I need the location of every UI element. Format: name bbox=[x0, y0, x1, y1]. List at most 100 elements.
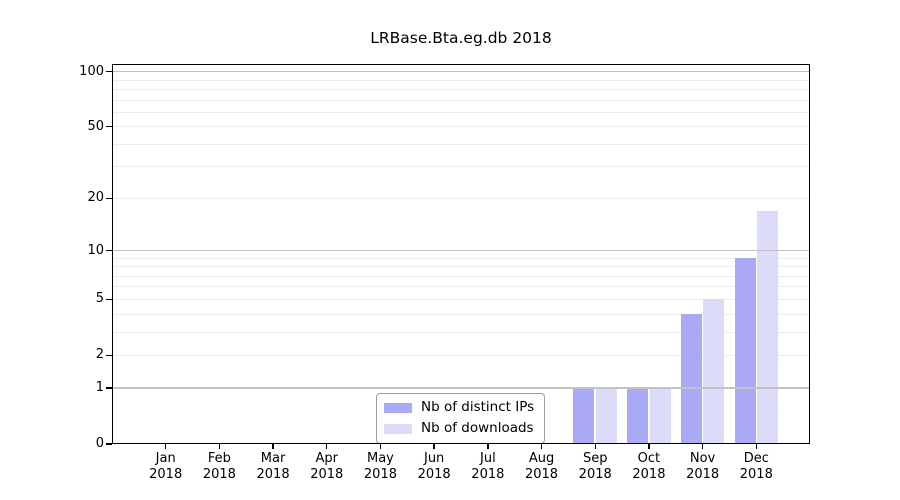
gridline-minor bbox=[112, 126, 810, 128]
gridline-minor bbox=[112, 298, 810, 300]
x-tick-mark bbox=[272, 444, 274, 449]
x-tick-label-mar: Mar 2018 bbox=[245, 451, 301, 483]
gridline-minor bbox=[112, 197, 810, 199]
x-tick-label-jun: Jun 2018 bbox=[406, 451, 462, 483]
x-tick-year: 2018 bbox=[149, 467, 183, 482]
x-tick-label-sep: Sep 2018 bbox=[567, 451, 623, 483]
x-tick-mark bbox=[594, 444, 596, 449]
legend-swatch-distinct-ips bbox=[384, 402, 412, 413]
gridline-minor bbox=[112, 99, 810, 101]
x-tick-mark bbox=[379, 444, 382, 449]
x-tick-month: Apr bbox=[315, 451, 339, 466]
y-tick-label: 1 bbox=[95, 380, 104, 396]
legend-swatch-downloads bbox=[384, 423, 412, 434]
x-tick-month: Sep bbox=[582, 451, 608, 466]
gridline-minor bbox=[112, 143, 810, 145]
gridline-minor bbox=[112, 313, 810, 315]
x-tick-month: Aug bbox=[528, 451, 555, 466]
legend-label-downloads: Nb of downloads bbox=[421, 420, 534, 436]
x-tick-label-may: May 2018 bbox=[352, 451, 408, 483]
x-tick-year: 2018 bbox=[471, 467, 505, 482]
y-tick-mark bbox=[106, 354, 112, 357]
y-tick-mark bbox=[106, 126, 112, 128]
gridline-minor bbox=[112, 79, 810, 81]
plot-area: Nb of distinct IPs Nb of downloads bbox=[112, 64, 810, 444]
x-tick-mark bbox=[648, 444, 650, 449]
x-tick-label-dec: Dec 2018 bbox=[728, 451, 784, 483]
x-tick-label-nov: Nov 2018 bbox=[675, 451, 731, 483]
gridline-minor bbox=[112, 275, 810, 277]
y-tick-label: 5 bbox=[95, 291, 104, 307]
x-tick-label-jan: Jan 2018 bbox=[138, 451, 194, 483]
x-tick-month: Feb bbox=[207, 451, 231, 466]
x-tick-year: 2018 bbox=[256, 467, 290, 482]
y-tick-mark bbox=[106, 197, 112, 200]
bar-downloads-nov bbox=[703, 299, 725, 444]
gridline-minor bbox=[112, 88, 810, 90]
chart-title: LRBase.Bta.eg.db 2018 bbox=[370, 29, 552, 47]
y-tick-label: 20 bbox=[87, 190, 104, 206]
x-tick-year: 2018 bbox=[417, 467, 451, 482]
x-tick-month: Jun bbox=[423, 451, 445, 466]
gridline-minor bbox=[112, 166, 810, 168]
x-tick-month: May bbox=[367, 451, 394, 466]
bar-distinct-ips-dec bbox=[734, 258, 756, 444]
x-tick-mark bbox=[540, 444, 543, 449]
gridline-major bbox=[112, 387, 810, 389]
y-tick-label: 50 bbox=[87, 118, 104, 134]
gridline-major bbox=[112, 71, 810, 73]
legend-label-distinct-ips: Nb of distinct IPs bbox=[421, 399, 535, 415]
bar-downloads-oct bbox=[649, 388, 671, 444]
bar-distinct-ips-oct bbox=[627, 388, 649, 444]
y-tick-label: 2 bbox=[95, 347, 104, 363]
y-tick-mark bbox=[106, 443, 112, 445]
y-tick-label: 100 bbox=[79, 63, 104, 79]
gridline-minor bbox=[112, 331, 810, 333]
x-tick-year: 2018 bbox=[632, 467, 666, 482]
x-tick-label-aug: Aug 2018 bbox=[514, 451, 570, 483]
x-tick-month: Nov bbox=[689, 451, 716, 466]
y-tick-mark bbox=[106, 249, 112, 252]
x-tick-year: 2018 bbox=[363, 467, 397, 482]
y-tick-mark bbox=[106, 387, 112, 389]
y-tick-label: 10 bbox=[87, 242, 104, 258]
legend: Nb of distinct IPs Nb of downloads bbox=[376, 393, 546, 444]
x-tick-mark bbox=[701, 444, 704, 449]
gridline-minor bbox=[112, 286, 810, 288]
x-tick-mark bbox=[433, 444, 435, 449]
x-tick-mark bbox=[164, 444, 167, 449]
gridline-major bbox=[112, 249, 810, 252]
legend-item-downloads: Nb of downloads bbox=[384, 420, 534, 437]
x-tick-month: Mar bbox=[260, 451, 286, 466]
bar-downloads-sep bbox=[595, 388, 617, 444]
y-tick-label: 0 bbox=[95, 436, 104, 451]
x-tick-mark bbox=[487, 444, 489, 449]
x-tick-year: 2018 bbox=[578, 467, 612, 482]
x-tick-mark bbox=[218, 444, 221, 449]
x-tick-year: 2018 bbox=[739, 467, 773, 482]
x-tick-label-feb: Feb 2018 bbox=[191, 451, 247, 483]
x-tick-year: 2018 bbox=[686, 467, 720, 482]
x-tick-year: 2018 bbox=[524, 467, 559, 482]
y-tick-mark bbox=[106, 298, 112, 301]
x-tick-year: 2018 bbox=[310, 467, 344, 482]
y-tick-mark bbox=[106, 70, 112, 73]
x-tick-mark bbox=[755, 444, 757, 449]
x-tick-month: Jul bbox=[480, 451, 496, 466]
gridline-minor bbox=[112, 257, 810, 259]
bar-distinct-ips-sep bbox=[573, 388, 595, 444]
legend-item-distinct-ips: Nb of distinct IPs bbox=[384, 399, 534, 416]
gridline-minor bbox=[112, 266, 810, 268]
x-tick-label-apr: Apr 2018 bbox=[299, 451, 355, 483]
x-tick-label-jul: Jul 2018 bbox=[460, 451, 516, 483]
bar-distinct-ips-nov bbox=[680, 314, 702, 444]
x-tick-month: Jan bbox=[155, 451, 176, 466]
x-tick-month: Oct bbox=[637, 451, 661, 466]
gridline-minor bbox=[112, 354, 810, 356]
bar-downloads-dec bbox=[757, 210, 779, 444]
x-tick-label-oct: Oct 2018 bbox=[621, 451, 677, 483]
x-tick-year: 2018 bbox=[202, 467, 236, 482]
x-tick-mark bbox=[326, 444, 328, 449]
x-tick-month: Dec bbox=[743, 451, 769, 466]
